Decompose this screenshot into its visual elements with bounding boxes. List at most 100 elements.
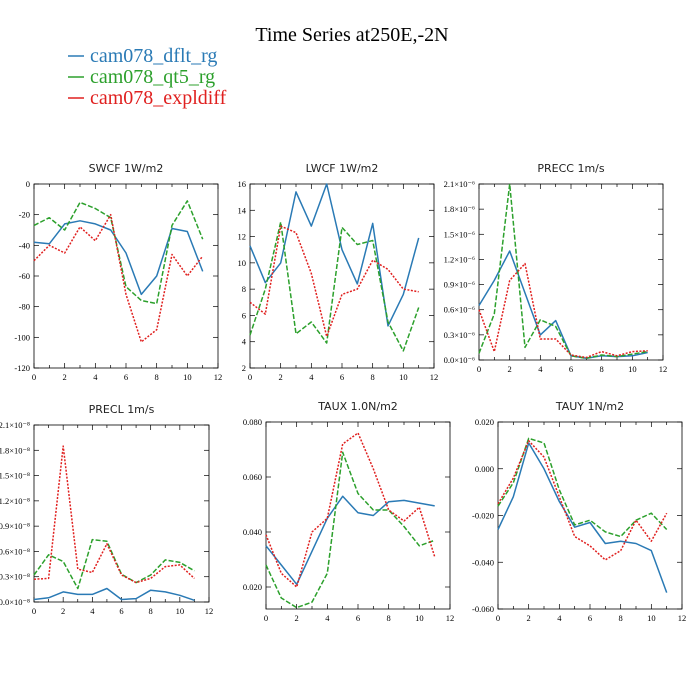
x-tick-label: 6	[588, 613, 592, 623]
y-tick-label: 0.6×10⁻⁸	[0, 546, 30, 556]
y-tick-label: -60	[19, 271, 30, 281]
legend-item-2: cam078_expldiff	[68, 87, 227, 109]
y-tick-label: 0.020	[475, 417, 494, 427]
x-tick-label: 8	[155, 372, 159, 382]
series-line-1	[33, 200, 204, 305]
series-line-0	[478, 250, 648, 360]
y-tick-label: -100	[14, 332, 30, 342]
x-tick-label: 2	[279, 372, 283, 382]
x-tick-label: 10	[628, 364, 637, 374]
x-tick-label: 4	[309, 372, 314, 382]
y-tick-label: 2	[242, 363, 246, 373]
series-line-0	[33, 220, 204, 296]
x-tick-label: 10	[183, 372, 192, 382]
y-tick-label: 16	[238, 179, 247, 189]
series-line-2	[478, 262, 648, 359]
series-line-2	[249, 225, 419, 338]
y-tick-label: 8	[242, 284, 246, 294]
x-tick-label: 12	[205, 606, 214, 616]
legend-label-2: cam078_expldiff	[90, 87, 227, 109]
series-line-0	[265, 495, 435, 586]
panel-title: LWCF 1W/m2	[306, 162, 379, 175]
x-tick-label: 0	[248, 372, 252, 382]
y-tick-label: 1.8×10⁻⁶	[444, 204, 475, 214]
y-tick-label: 12	[238, 232, 247, 242]
x-tick-label: 2	[527, 613, 531, 623]
y-tick-label: -20	[19, 210, 30, 220]
y-tick-label: 2.1×10⁻⁶	[444, 179, 475, 189]
series-line-2	[33, 445, 195, 584]
panels: SWCF 1W/m20 2 4 6 8 10 12-120-100-80-60-40-200…	[0, 162, 686, 623]
x-tick-label: 6	[124, 372, 128, 382]
x-tick-label: 6	[356, 613, 360, 623]
x-tick-label: 2	[295, 613, 299, 623]
x-tick-label: 8	[619, 613, 623, 623]
y-tick-label: 0.040	[243, 527, 262, 537]
figure-title: Time Series at250E,-2N	[255, 24, 448, 46]
x-tick-label: 10	[415, 613, 424, 623]
series-line-1	[478, 183, 648, 360]
y-tick-label: 0.000	[475, 464, 494, 474]
x-tick-label: 2	[61, 606, 65, 616]
x-tick-label: 4	[93, 372, 98, 382]
y-tick-label: 0.3×10⁻⁶	[444, 330, 475, 340]
series-line-2	[33, 213, 204, 343]
x-tick-label: 0	[496, 613, 500, 623]
legend-item-0: cam078_dflt_rg	[68, 45, 217, 67]
series-line-0	[33, 587, 195, 602]
x-tick-label: 8	[371, 372, 375, 382]
x-tick-label: 10	[647, 613, 656, 623]
y-tick-label: 0.060	[243, 472, 262, 482]
x-tick-label: 4	[90, 606, 95, 616]
legend: cam078_dflt_rg cam078_qt5_rg cam078_expl…	[68, 45, 227, 109]
y-tick-label: 0.0×10⁻⁶	[444, 355, 475, 365]
plot-frame	[478, 183, 664, 361]
panel-title: PRECL 1m/s	[89, 403, 155, 416]
y-tick-label: 1.5×10⁻⁶	[444, 229, 475, 239]
series-line-0	[249, 183, 420, 327]
y-tick-label: -0.040	[472, 557, 494, 567]
x-tick-label: 12	[430, 372, 439, 382]
x-tick-label: 6	[119, 606, 123, 616]
x-tick-label: 4	[538, 364, 543, 374]
y-tick-label: 0	[26, 179, 30, 189]
x-tick-label: 2	[508, 364, 512, 374]
panel-title: PRECC 1m/s	[537, 162, 605, 175]
x-tick-label: 0	[32, 606, 36, 616]
y-tick-label: 2.1×10⁻⁸	[0, 420, 30, 430]
x-tick-label: 8	[149, 606, 153, 616]
y-tick-label: 0.020	[243, 582, 262, 592]
x-tick-label: 12	[446, 613, 455, 623]
legend-label-1: cam078_qt5_rg	[90, 66, 215, 88]
plot-frame	[33, 424, 210, 603]
x-tick-label: 10	[399, 372, 408, 382]
y-tick-label: 1.5×10⁻⁸	[0, 471, 30, 481]
x-tick-label: 8	[387, 613, 391, 623]
panel-title: TAUX 1.0N/m2	[317, 400, 398, 413]
y-tick-label: -80	[19, 302, 30, 312]
x-tick-label: 0	[477, 364, 481, 374]
y-tick-label: 6	[242, 310, 246, 320]
y-tick-label: 0.6×10⁻⁶	[444, 305, 475, 315]
y-tick-label: 1.2×10⁻⁸	[0, 496, 30, 506]
x-tick-label: 0	[32, 372, 36, 382]
y-tick-label: -0.020	[472, 511, 494, 521]
series-line-2	[497, 439, 668, 561]
series-line-1	[249, 221, 420, 352]
x-tick-label: 0	[264, 613, 268, 623]
x-tick-label: 10	[176, 606, 185, 616]
y-tick-label: -40	[19, 240, 30, 250]
chart-panel-4: TAUX 1.0N/m2 0 2 4 6 8 10 12 0.020 0.040 0.060 0.08…	[243, 400, 454, 623]
x-tick-label: 12	[678, 613, 687, 623]
x-tick-label: 6	[569, 364, 573, 374]
y-tick-label: 0.9×10⁻⁶	[444, 280, 475, 290]
y-tick-label: -0.060	[472, 604, 494, 614]
y-tick-label: 14	[238, 205, 247, 215]
panel-title: TAUY 1N/m2	[555, 400, 624, 413]
y-tick-label: 1.8×10⁻⁸	[0, 445, 30, 455]
y-tick-label: 0.080	[243, 417, 262, 427]
series-line-0	[497, 442, 668, 593]
series-line-1	[265, 451, 435, 609]
y-tick-label: -120	[14, 363, 30, 373]
